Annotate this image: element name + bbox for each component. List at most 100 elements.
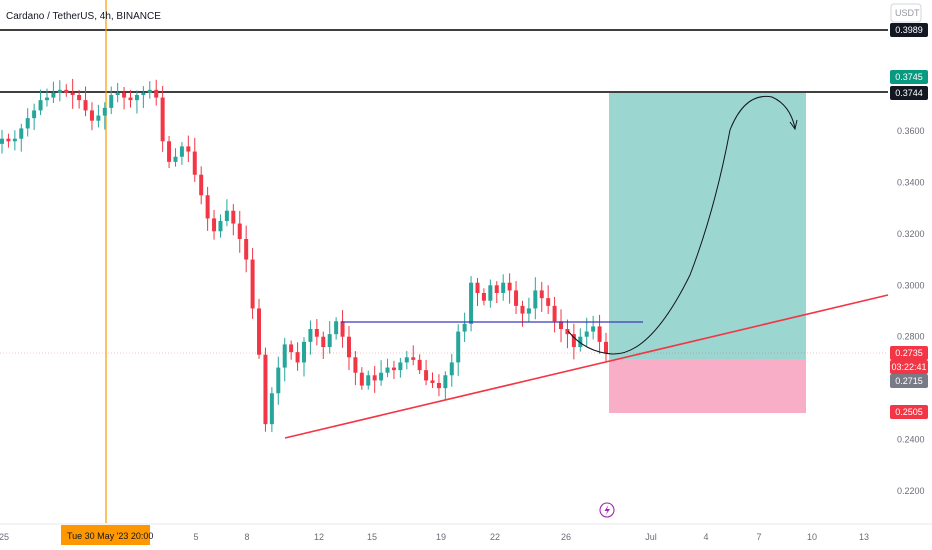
candle	[494, 281, 499, 304]
candle	[122, 86, 127, 110]
time-axis[interactable]: 25 5 8 12 15 19 22 26 Jul 4 7 10 13	[0, 532, 869, 542]
candle	[559, 309, 564, 343]
candle	[604, 332, 608, 362]
candle	[546, 285, 551, 314]
candle	[302, 337, 306, 377]
candle	[379, 360, 384, 386]
candle	[25, 108, 30, 137]
candle	[0, 129, 4, 154]
price-tick-label: 0.3600	[897, 126, 925, 136]
candle	[417, 354, 422, 375]
candle	[430, 372, 435, 388]
candle	[411, 345, 416, 366]
candle	[57, 80, 62, 102]
candle	[391, 360, 396, 380]
price-tag	[890, 360, 928, 374]
price-axis[interactable]: 0.3600 0.3400 0.3200 0.3000 0.2800 0.2400 0.22…	[897, 126, 925, 496]
candle	[591, 315, 596, 340]
candle	[282, 337, 287, 382]
candle	[102, 102, 107, 130]
candle	[70, 78, 75, 109]
price-tag	[890, 374, 928, 388]
rising-trendline[interactable]	[284, 294, 889, 439]
candle	[167, 136, 172, 169]
candle	[475, 278, 480, 306]
price-tag-label: 0.3989	[895, 25, 923, 35]
candle	[308, 320, 313, 355]
candle	[179, 142, 184, 165]
candle	[571, 323, 576, 360]
candle	[237, 210, 242, 253]
time-tick-label: 8	[244, 532, 249, 542]
candle	[372, 365, 377, 393]
candle	[160, 85, 165, 152]
time-tick-label: 26	[561, 532, 571, 542]
time-tick-label: 7	[756, 532, 761, 542]
candle	[115, 82, 120, 103]
candle	[314, 319, 319, 346]
candle	[263, 347, 268, 432]
price-tag-label: 0.2715	[895, 376, 923, 386]
candle	[565, 319, 570, 349]
price-tags: 0.3989 0.3745 0.3744 0.2735 03:22:41 0.2715 0.…	[890, 23, 928, 419]
candle	[173, 148, 178, 167]
currency-label: USDT	[895, 8, 920, 18]
target-zone[interactable]	[609, 93, 806, 359]
candle	[321, 331, 326, 360]
time-tick-label: 13	[859, 532, 869, 542]
candle	[597, 314, 602, 354]
candle	[289, 340, 294, 360]
candle	[340, 310, 345, 348]
candle	[334, 317, 339, 340]
candle	[32, 103, 37, 131]
time-tick-label: 25	[0, 532, 9, 542]
symbol-title: Cardano / TetherUS, 4h, BINANCE	[6, 11, 161, 22]
time-tick-label: 4	[703, 532, 708, 542]
price-tag	[890, 86, 928, 100]
candle	[134, 90, 139, 114]
candle	[346, 326, 351, 371]
price-tick-label: 0.3400	[897, 177, 925, 187]
candle	[359, 367, 364, 390]
price-tick-label: 0.2400	[897, 435, 925, 445]
candle	[205, 186, 210, 231]
candle	[507, 273, 512, 304]
time-tick-label: 22	[490, 532, 500, 542]
price-tag	[890, 23, 928, 37]
candle	[469, 276, 474, 332]
candle	[424, 359, 429, 386]
price-tag-label: 0.3745	[895, 72, 923, 82]
candle	[276, 356, 281, 405]
candle	[257, 298, 262, 359]
price-tag-label: 0.3744	[895, 88, 923, 98]
candle	[404, 351, 409, 370]
lightning-event-icon[interactable]	[599, 502, 615, 518]
candle	[89, 102, 94, 131]
candle	[109, 86, 114, 115]
projection-path[interactable]	[567, 95, 796, 355]
stop-zone[interactable]	[609, 359, 806, 413]
candle	[385, 358, 390, 378]
time-tick-label: 15	[367, 532, 377, 542]
candle	[83, 86, 88, 117]
candle	[12, 130, 17, 151]
candle	[154, 79, 159, 106]
candle	[212, 209, 217, 240]
candle	[462, 312, 467, 343]
candle	[199, 166, 204, 205]
candle	[327, 321, 332, 354]
price-tag	[890, 70, 928, 84]
candle	[353, 351, 358, 386]
crosshair-time-text: Tue 30 May '23 20:00	[67, 531, 153, 541]
candle	[552, 296, 557, 333]
candle	[436, 374, 441, 397]
candle	[449, 353, 454, 387]
candle	[64, 84, 69, 97]
candle	[250, 248, 255, 319]
currency-badge[interactable]: USDT	[890, 3, 922, 23]
candle	[19, 123, 24, 152]
candles-group	[0, 78, 608, 433]
price-tag-label: 0.2735	[895, 348, 923, 358]
crosshair-time-label: Tue 30 May '23 20:00	[61, 525, 153, 545]
